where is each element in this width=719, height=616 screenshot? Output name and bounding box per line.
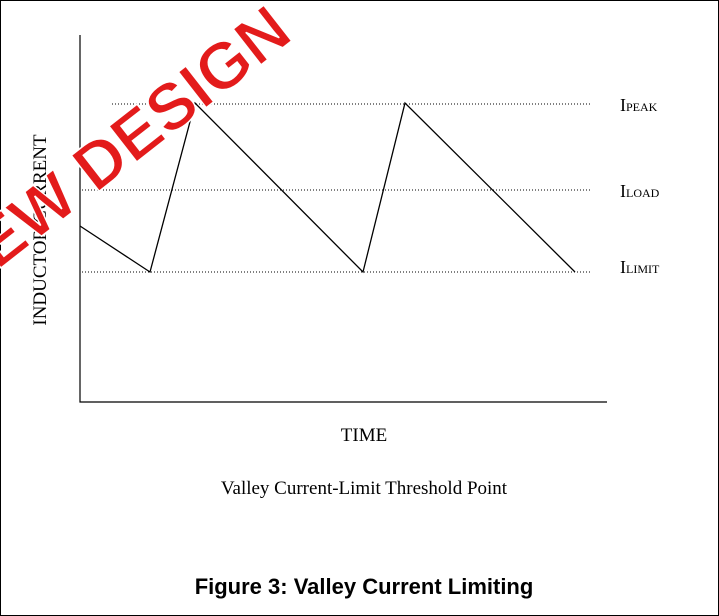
description: Valley Current-Limit Threshold Point — [221, 478, 508, 499]
x-axis-label: TIME — [341, 425, 387, 446]
limit-label: ILIMIT — [620, 257, 660, 277]
y-axis-label: INDUCTOR CURRENT — [30, 134, 51, 326]
load-label: ILOAD — [620, 181, 660, 201]
axes — [79, 35, 607, 403]
level-lines — [82, 103, 590, 273]
peak-label: IPEAK — [620, 95, 658, 115]
current-waveform — [79, 101, 576, 274]
caption: Figure 3: Valley Current Limiting — [195, 574, 534, 599]
